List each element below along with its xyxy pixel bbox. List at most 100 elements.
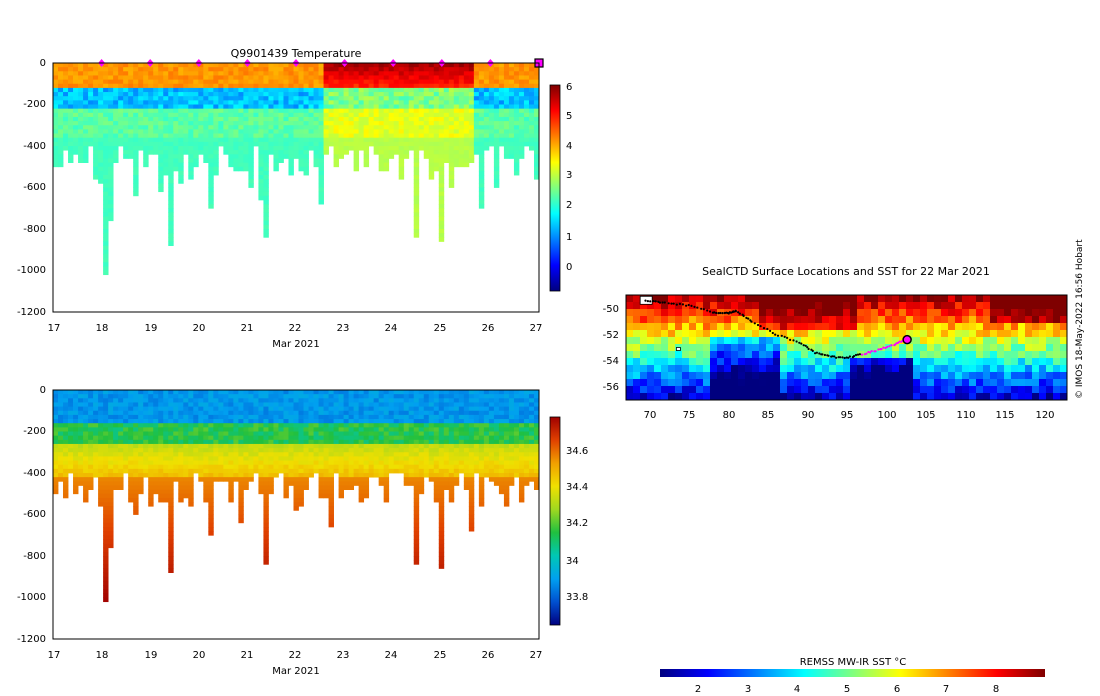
profile-cell xyxy=(158,162,164,168)
profile-cell xyxy=(463,133,470,139)
profile-cell xyxy=(83,146,89,151)
profile-cell xyxy=(98,502,104,507)
profile-cell xyxy=(148,71,154,76)
profile-cell xyxy=(468,497,475,503)
profile-cell xyxy=(348,63,355,68)
profile-cell xyxy=(158,63,164,68)
profile-cell xyxy=(513,162,520,168)
profile-cell xyxy=(413,133,420,139)
profile-cell xyxy=(148,460,154,466)
profile-cell xyxy=(353,125,360,130)
profile-cell xyxy=(458,92,465,97)
profile-cell xyxy=(348,121,355,126)
profile-cell xyxy=(258,83,264,89)
profile-cell xyxy=(53,410,59,416)
profile-cell xyxy=(458,464,465,470)
profile-cell xyxy=(283,92,289,97)
profile-cell xyxy=(268,87,274,93)
profile-cell xyxy=(103,241,109,246)
profile-cell xyxy=(493,431,500,437)
profile-cell xyxy=(503,92,510,97)
profile-cell xyxy=(298,75,304,80)
profile-cell xyxy=(238,493,244,499)
profile-cell xyxy=(383,133,390,139)
profile-cell xyxy=(188,443,194,449)
profile-cell xyxy=(503,108,510,114)
profile-cell xyxy=(158,67,164,72)
profile-cell xyxy=(198,121,204,126)
profile-cell xyxy=(373,456,380,461)
profile-cell xyxy=(438,175,445,180)
profile-cell xyxy=(373,150,380,155)
profile-cell xyxy=(423,112,430,118)
profile-cell xyxy=(498,100,505,105)
profile-cell xyxy=(173,394,179,399)
profile-cell xyxy=(363,406,370,412)
profile-cell xyxy=(508,473,515,478)
profile-cell xyxy=(303,92,309,97)
profile-cell xyxy=(518,104,525,110)
profile-cell xyxy=(88,410,94,416)
profile-cell xyxy=(63,456,69,461)
profile-cell xyxy=(53,443,59,449)
profile-cell xyxy=(413,112,420,118)
profile-cell xyxy=(208,179,214,184)
profile-cell xyxy=(403,71,410,76)
profile-cell xyxy=(238,419,244,424)
profile-cell xyxy=(263,229,269,234)
profile-cell xyxy=(68,75,74,80)
profile-cell xyxy=(353,427,360,432)
profile-cell xyxy=(403,63,410,68)
profile-cell xyxy=(438,514,445,520)
profile-cell xyxy=(508,431,515,437)
profile-cell xyxy=(178,468,184,474)
profile-cell xyxy=(178,100,184,105)
profile-cell xyxy=(238,489,244,495)
profile-cell xyxy=(328,522,334,528)
profile-cell xyxy=(93,154,99,159)
profile-cell xyxy=(188,79,194,85)
profile-cell xyxy=(128,452,134,457)
profile-cell xyxy=(403,154,410,159)
profile-cell xyxy=(318,435,324,441)
profile-cell xyxy=(488,406,495,412)
profile-cell xyxy=(303,121,309,126)
profile-cell xyxy=(123,410,129,416)
profile-cell xyxy=(118,141,124,147)
profile-cell xyxy=(103,133,109,139)
profile-cell xyxy=(93,402,99,407)
profile-cell xyxy=(503,67,510,72)
profile-cell xyxy=(83,108,89,114)
profile-cell xyxy=(158,448,164,453)
profile-cell xyxy=(183,150,189,155)
profile-cell xyxy=(288,67,294,72)
profile-cell xyxy=(383,79,390,85)
profile-cell xyxy=(173,406,179,412)
profile-cell xyxy=(108,158,114,163)
profile-cell xyxy=(293,92,299,97)
profile-cell xyxy=(123,154,129,159)
profile-cell xyxy=(318,423,324,428)
profile-cell xyxy=(228,141,234,147)
profile-cell xyxy=(468,129,475,134)
profile-cell xyxy=(93,108,99,114)
profile-cell xyxy=(73,96,79,101)
profile-cell xyxy=(298,79,304,85)
profile-cell xyxy=(518,402,525,407)
profile-cell xyxy=(228,100,234,105)
profile-cell xyxy=(368,427,375,432)
profile-cell xyxy=(143,390,149,395)
profile-cell xyxy=(468,87,475,93)
profile-cell xyxy=(528,398,535,403)
profile-cell xyxy=(113,473,119,478)
profile-cell xyxy=(173,100,179,105)
profile-cell xyxy=(143,452,149,457)
profile-cell xyxy=(93,406,99,412)
profile-cell xyxy=(168,481,174,486)
profile-cell xyxy=(488,435,495,441)
profile-cell xyxy=(128,439,134,445)
profile-cell xyxy=(448,63,455,68)
profile-cell xyxy=(473,414,480,420)
profile-cell xyxy=(343,71,350,76)
profile-cell xyxy=(283,141,289,147)
